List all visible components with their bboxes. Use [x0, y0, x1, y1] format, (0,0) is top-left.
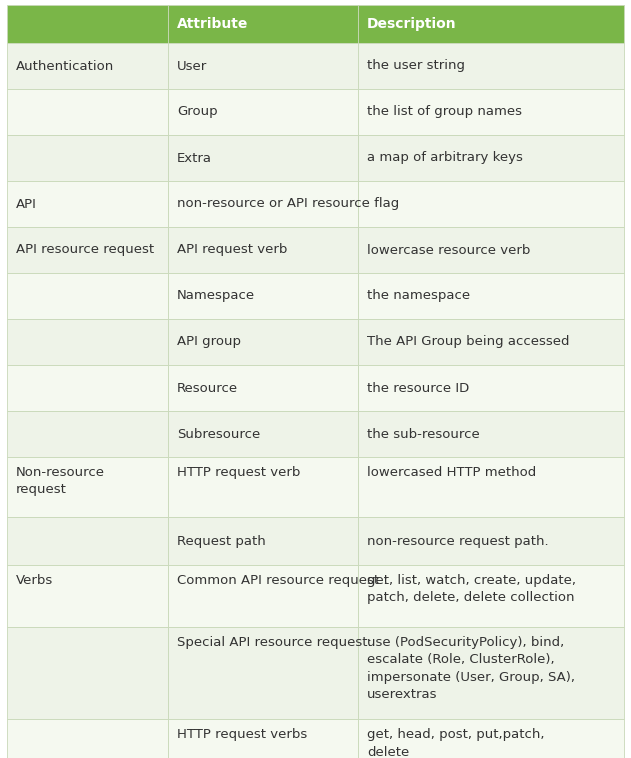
Bar — [7, 181, 168, 227]
Bar — [358, 565, 624, 627]
Text: Non-resource
request: Non-resource request — [16, 466, 105, 496]
Bar — [7, 89, 168, 135]
Text: The API Group being accessed: The API Group being accessed — [367, 336, 570, 349]
Bar — [358, 89, 624, 135]
Bar — [358, 319, 624, 365]
Text: Namespace: Namespace — [177, 290, 255, 302]
Bar — [168, 719, 358, 758]
Text: Attribute: Attribute — [177, 17, 249, 31]
Bar — [358, 43, 624, 89]
Bar — [7, 627, 168, 719]
Text: Special API resource request:: Special API resource request: — [177, 636, 372, 649]
Text: Verbs: Verbs — [16, 574, 53, 587]
Text: a map of arbitrary keys: a map of arbitrary keys — [367, 152, 523, 164]
Bar — [7, 517, 168, 565]
Text: get, head, post, put,patch,
delete: get, head, post, put,patch, delete — [367, 728, 545, 758]
Bar — [168, 135, 358, 181]
Text: HTTP request verb: HTTP request verb — [177, 466, 300, 479]
Text: get, list, watch, create, update,
patch, delete, delete collection: get, list, watch, create, update, patch,… — [367, 574, 576, 604]
Bar — [168, 273, 358, 319]
Bar — [7, 457, 168, 517]
Bar — [168, 457, 358, 517]
Text: Resource: Resource — [177, 381, 238, 394]
Text: API group: API group — [177, 336, 241, 349]
Bar — [7, 227, 168, 273]
Text: Request path: Request path — [177, 534, 266, 547]
Bar — [168, 89, 358, 135]
Bar — [358, 457, 624, 517]
Bar — [168, 43, 358, 89]
Bar — [168, 411, 358, 457]
Text: lowercase resource verb: lowercase resource verb — [367, 243, 531, 256]
Text: the list of group names: the list of group names — [367, 105, 522, 118]
Bar — [358, 627, 624, 719]
Bar — [7, 719, 168, 758]
Bar — [168, 319, 358, 365]
Bar — [7, 273, 168, 319]
Bar — [7, 135, 168, 181]
Text: the user string: the user string — [367, 59, 465, 73]
Bar — [168, 565, 358, 627]
Text: use (PodSecurityPolicy), bind,
escalate (Role, ClusterRole),
impersonate (User, : use (PodSecurityPolicy), bind, escalate … — [367, 636, 575, 701]
Text: API request verb: API request verb — [177, 243, 287, 256]
Text: Common API resource request :: Common API resource request : — [177, 574, 388, 587]
Text: Description: Description — [367, 17, 457, 31]
Text: User: User — [177, 59, 207, 73]
Text: API: API — [16, 198, 37, 211]
Bar — [168, 5, 358, 43]
Text: the resource ID: the resource ID — [367, 381, 469, 394]
Text: the sub-resource: the sub-resource — [367, 428, 480, 440]
Bar — [358, 227, 624, 273]
Text: HTTP request verbs: HTTP request verbs — [177, 728, 307, 741]
Text: non-resource request path.: non-resource request path. — [367, 534, 548, 547]
Bar — [358, 135, 624, 181]
Bar — [7, 43, 168, 89]
Text: Extra: Extra — [177, 152, 212, 164]
Bar — [7, 411, 168, 457]
Bar — [7, 5, 168, 43]
Bar — [358, 517, 624, 565]
Bar — [358, 365, 624, 411]
Bar — [358, 273, 624, 319]
Bar — [358, 719, 624, 758]
Text: Subresource: Subresource — [177, 428, 260, 440]
Bar — [7, 565, 168, 627]
Bar — [168, 227, 358, 273]
Bar — [168, 517, 358, 565]
Bar — [7, 365, 168, 411]
Bar — [358, 5, 624, 43]
Bar — [358, 411, 624, 457]
Bar — [7, 319, 168, 365]
Text: API resource request: API resource request — [16, 243, 154, 256]
Text: lowercased HTTP method: lowercased HTTP method — [367, 466, 536, 479]
Text: Authentication: Authentication — [16, 59, 114, 73]
Bar — [168, 365, 358, 411]
Bar — [168, 627, 358, 719]
Text: Group: Group — [177, 105, 218, 118]
Text: non-resource or API resource flag: non-resource or API resource flag — [177, 198, 399, 211]
Bar — [168, 181, 358, 227]
Text: the namespace: the namespace — [367, 290, 470, 302]
Bar — [358, 181, 624, 227]
